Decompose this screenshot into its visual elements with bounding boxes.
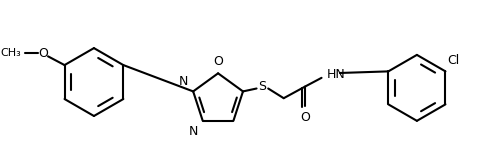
Text: S: S <box>259 80 266 93</box>
Text: Cl: Cl <box>447 54 460 66</box>
Text: O: O <box>38 47 48 60</box>
Text: O: O <box>213 55 223 68</box>
Text: N: N <box>188 125 198 138</box>
Text: HN: HN <box>326 68 345 81</box>
Text: O: O <box>300 111 310 124</box>
Text: CH₃: CH₃ <box>0 48 21 58</box>
Text: N: N <box>179 74 188 88</box>
